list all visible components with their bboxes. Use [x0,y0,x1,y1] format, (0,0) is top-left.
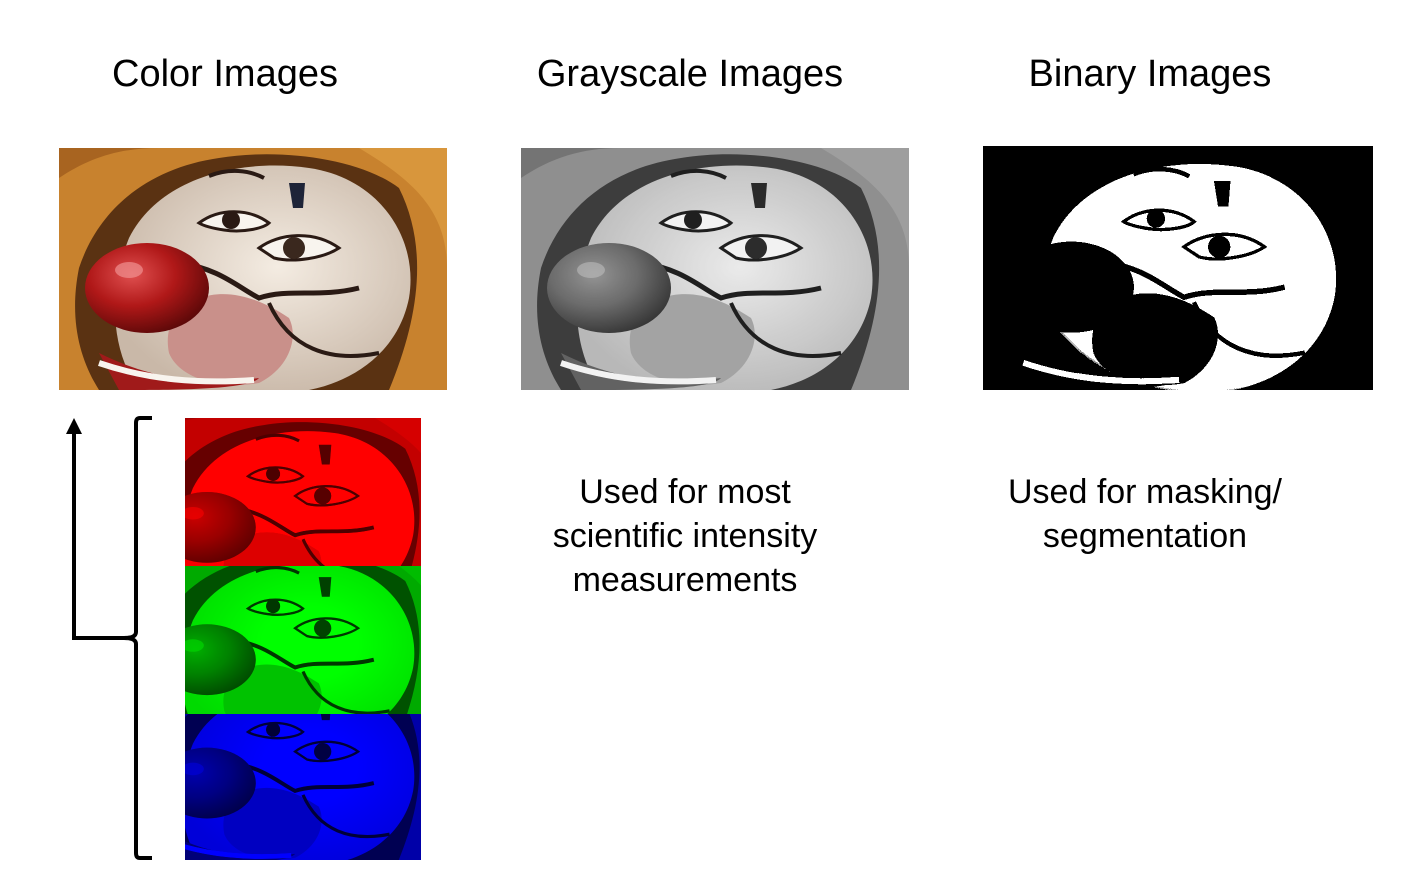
color-images-heading: Color Images [112,53,338,95]
merge-arrow-head [66,418,82,434]
grayscale-caption-line-2: scientific intensity [552,517,818,555]
binary-caption-line-1: Used for masking/ [1008,473,1282,511]
grayscale-images-heading: Grayscale Images [536,53,844,95]
grayscale-clown-image [521,148,909,390]
channel-merge-connector [66,416,152,860]
grayscale-caption-line-1: Used for most [579,473,791,511]
channel-bracket [123,416,152,860]
binary-caption: Used for masking/ segmentation [960,470,1330,558]
merge-arrow-line [72,430,124,640]
blue-channel-image [185,714,421,860]
grayscale-caption: Used for most scientific intensity measu… [500,470,870,602]
grayscale-caption-line-3: measurements [572,561,798,599]
binary-caption-line-2: segmentation [1042,517,1248,555]
red-channel-image [185,418,421,566]
binary-images-heading: Binary Images [1028,53,1272,95]
green-channel-image [185,566,421,714]
binary-clown-image [983,146,1373,390]
